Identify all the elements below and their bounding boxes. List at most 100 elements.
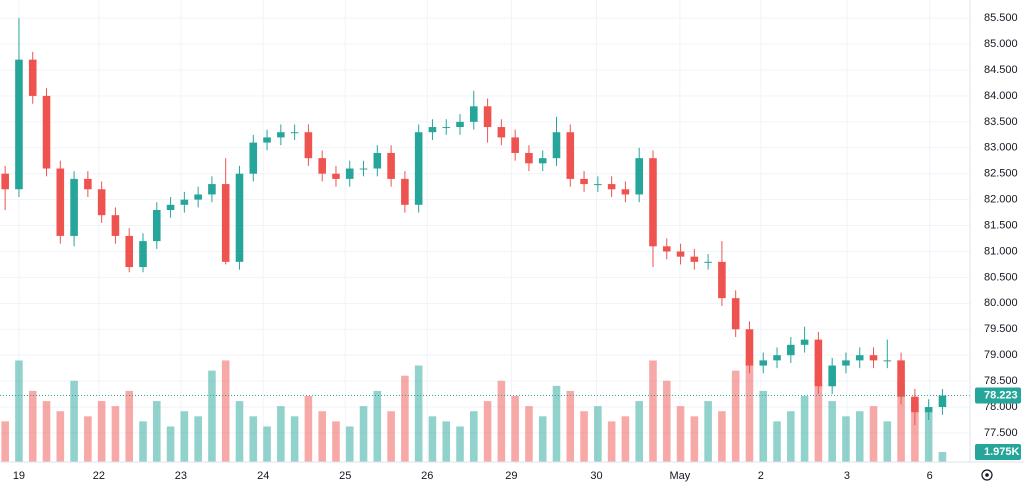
candle-body [718,261,726,299]
candle-body [359,168,368,170]
volume-bar [511,396,519,462]
candle-body [208,184,216,195]
last-price-label: 78.223 [984,389,1018,401]
volume-bar [387,411,395,462]
last-volume-label: 1.975K [984,446,1020,458]
candle-body [470,106,478,122]
volume-bar [662,380,671,462]
candle-body [414,132,423,205]
candle-body [773,355,781,361]
candle-body [552,132,561,159]
volume-bar [42,401,51,462]
y-tick-label: 80.500 [984,271,1018,283]
volume-bar [15,360,23,462]
candle-body [745,329,754,366]
x-tick-label: 6 [927,470,933,482]
settings-icon[interactable] [981,469,993,481]
settings-icon-center [985,473,989,477]
volume-bar [566,390,575,462]
candle-body [42,95,51,169]
candle-body [318,158,326,174]
volume-bar [97,401,106,462]
volume-bar [814,375,823,462]
candle-body [497,127,506,138]
x-tick-label: 2 [758,470,764,482]
candle-body [690,256,699,262]
x-tick-label: 23 [175,470,187,482]
candle-body [139,241,147,268]
candle-body [221,184,230,262]
volume-bar [704,401,712,462]
volume-bar [277,406,285,462]
last-price-box [975,387,1021,404]
candle-body [621,189,630,195]
volume-bar [938,451,947,462]
y-tick-label: 82.500 [984,168,1018,180]
x-tick-label: 22 [93,470,105,482]
volume-bar [470,411,478,462]
volume-bar [428,416,437,462]
volume-bar [456,426,464,462]
y-tick-label: 85.500 [984,12,1018,24]
candle-body [938,395,947,408]
candle-body [28,59,37,96]
x-tick-label: 19 [13,470,25,482]
y-tick-label: 79.500 [984,323,1018,335]
volume-bar [897,380,905,462]
x-tick-label: 30 [590,470,602,482]
candle-body [580,178,588,185]
volume-bar [525,406,533,462]
candle-body [442,127,451,129]
volume-bar [883,421,892,462]
candle-body [607,184,616,190]
volume-bar [787,411,795,462]
candle-body [387,152,395,179]
price-pane [0,18,970,426]
volume-bar [855,411,864,462]
volume-bar [538,416,547,462]
volume-bar [731,370,740,462]
candle-body [345,168,354,179]
settings-button[interactable] [981,469,993,481]
volume-bar [759,390,768,462]
volume-bar [676,406,685,462]
volume-bar [442,421,451,462]
candle-body [1,173,9,190]
candle-body [483,106,492,128]
candle-body [97,189,106,216]
volume-bar [414,365,423,462]
volume-bar [359,406,368,462]
volume-bar [924,411,933,462]
candle-body [56,168,65,236]
candle-body [538,158,547,164]
volume-bar [194,416,202,462]
volume-bar [263,426,271,462]
candle-body [842,360,850,366]
candle-body [855,355,864,361]
y-tick-label: 85.000 [984,38,1018,50]
x-tick-label: 29 [505,470,517,482]
volume-bar [373,390,382,462]
volume-bar [483,401,492,462]
volume-bar [28,390,37,462]
candle-body [456,121,464,128]
volume-bar [773,421,781,462]
y-tick-label: 81.000 [984,245,1018,257]
candle-body [290,132,299,134]
volume-bar [635,401,643,462]
volume-bar [621,416,630,462]
candle-body [194,194,202,200]
x-tick-label: May [669,470,690,482]
candle-body [152,210,161,242]
volume-bar [800,396,809,462]
y-tick-label: 78.500 [984,375,1018,387]
volume-bar [911,401,919,462]
candle-body [924,407,933,413]
candle-body [525,152,533,164]
candle-body [235,173,244,262]
candle-body [704,261,712,263]
volume-bar [249,416,258,462]
candle-body [800,339,809,345]
y-tick-label: 80.000 [984,297,1018,309]
